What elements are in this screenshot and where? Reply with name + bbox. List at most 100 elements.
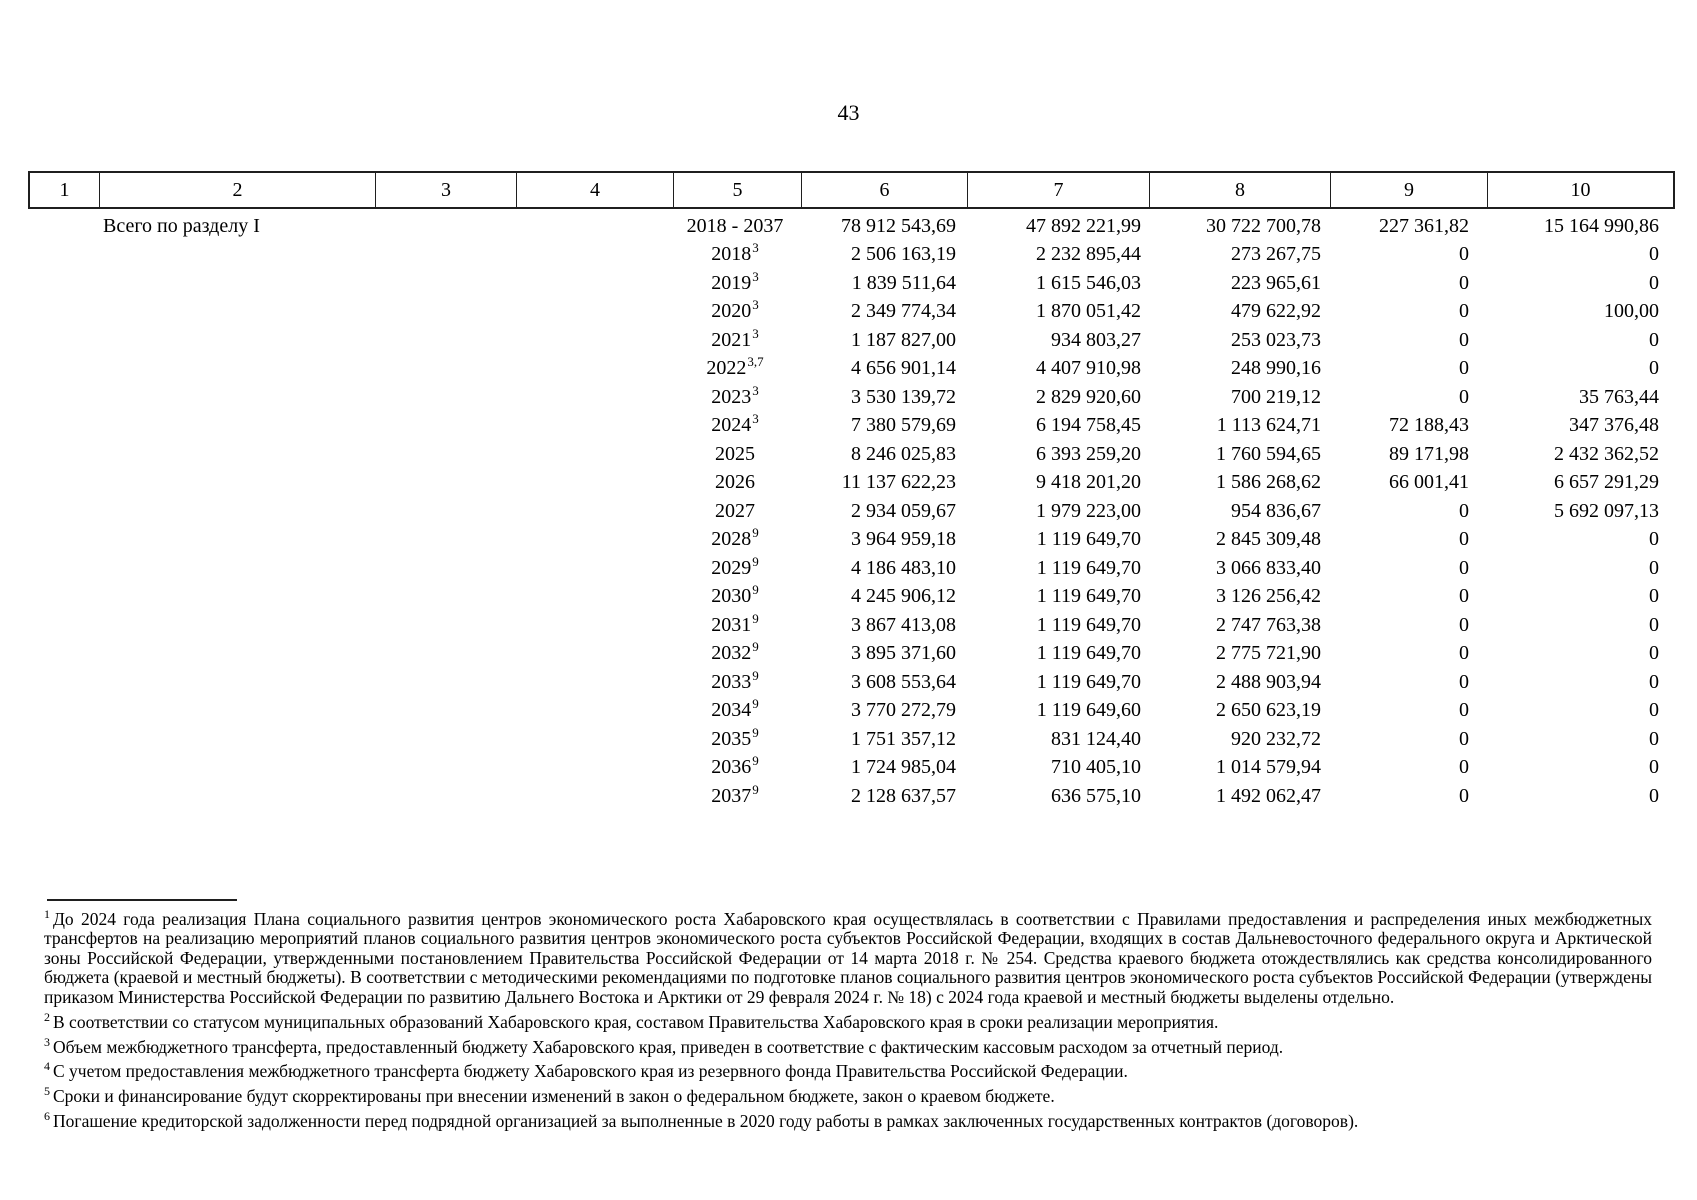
row-period-cell: 2029 9: [671, 554, 799, 583]
row-value-cell-c6: 2 128 637,57: [799, 782, 965, 811]
empty-cell: [28, 668, 97, 697]
footnote-ref: 9: [752, 724, 759, 740]
row-period-cell: 2026: [671, 469, 799, 498]
cell-text: 1 119 649,70: [1036, 585, 1141, 608]
cell-text: 1 615 546,03: [1036, 271, 1141, 294]
empty-cell: [373, 269, 514, 298]
cell-text: 1 724 985,04: [851, 756, 956, 779]
cell-text: 0: [1459, 528, 1469, 551]
footnote-text: Погашение кредиторской задолженности пер…: [53, 1110, 1359, 1131]
cell-text: 3 964 959,18: [851, 528, 956, 551]
row-value-cell-c9: 0: [1328, 298, 1485, 327]
table-row: 2021 3 1 187 827,00 934 803,27 253 023,73 0 0: [28, 326, 1675, 355]
cell-text: 100,00: [1604, 300, 1659, 323]
cell-text: 1 751 357,12: [851, 727, 956, 750]
empty-cell: [28, 383, 97, 412]
row-value-cell-c6: 1 751 357,12: [799, 725, 965, 754]
row-value-cell-c8: 3 066 833,40: [1147, 554, 1328, 583]
empty-cell: [28, 611, 97, 640]
column-header-1: 1: [59, 178, 70, 201]
row-label-cell: [97, 583, 373, 612]
cell-text: 2021: [711, 328, 752, 351]
cell-text: 4 656 901,14: [851, 357, 956, 380]
row-value-cell-c9: 0: [1328, 640, 1485, 669]
empty-cell: [373, 298, 514, 327]
row-value-cell-c10: 5 692 097,13: [1485, 497, 1671, 526]
empty-cell: [373, 355, 514, 384]
row-period-cell: 2037 9: [671, 782, 799, 811]
cell-text: 0: [1649, 756, 1659, 779]
table-row: 2035 9 1 751 357,12 831 124,40 920 232,72 0 0: [28, 725, 1675, 754]
cell-text: 0: [1649, 699, 1659, 722]
footnote-text: Объем межбюджетного трансферта, предоста…: [53, 1036, 1284, 1057]
row-value-cell-c8: 2 775 721,90: [1147, 640, 1328, 669]
footnote: 1 До 2024 года реализация Плана социально…: [44, 908, 1652, 1007]
cell-text: 8 246 025,83: [851, 442, 956, 465]
footnote-ref: 9: [752, 667, 759, 683]
row-value-cell-c9: 0: [1328, 326, 1485, 355]
row-value-cell-c9: 0: [1328, 526, 1485, 555]
empty-cell: [373, 668, 514, 697]
cell-text: 30 722 700,78: [1206, 214, 1321, 237]
cell-text: 710 405,10: [1051, 756, 1141, 779]
empty-cell: [373, 611, 514, 640]
empty-cell: [514, 212, 671, 241]
column-header-10: 10: [1487, 173, 1673, 207]
table-row: 2034 9 3 770 272,79 1 119 649,60 2 650 623,1…: [28, 697, 1675, 726]
table-row: 2024 3 7 380 579,69 6 194 758,45 1 113 624,7…: [28, 412, 1675, 441]
row-value-cell-c6: 4 656 901,14: [799, 355, 965, 384]
cell-text: 2023: [711, 385, 752, 408]
cell-text: 2 432 362,52: [1554, 442, 1659, 465]
cell-text: 6 657 291,29: [1554, 471, 1659, 494]
cell-text: 0: [1649, 585, 1659, 608]
row-label-cell: [97, 782, 373, 811]
cell-text: 7 380 579,69: [851, 414, 956, 437]
row-value-cell-c7: 831 124,40: [965, 725, 1147, 754]
row-value-cell-c6: 3 530 139,72: [799, 383, 965, 412]
row-value-cell-c6: 2 934 059,67: [799, 497, 965, 526]
row-value-cell-c6: 3 895 371,60: [799, 640, 965, 669]
row-value-cell-c8: 1 113 624,71: [1147, 412, 1328, 441]
empty-cell: [373, 412, 514, 441]
row-value-cell-c9: 0: [1328, 754, 1485, 783]
cell-text: 0: [1459, 784, 1469, 807]
cell-text: 0: [1459, 727, 1469, 750]
row-value-cell-c8: 273 267,75: [1147, 241, 1328, 270]
cell-text: 1 492 062,47: [1216, 784, 1321, 807]
row-period-cell: 2028 9: [671, 526, 799, 555]
row-value-cell-c8: 1 492 062,47: [1147, 782, 1328, 811]
column-header-4: 4: [516, 173, 673, 207]
footnote-ref: 9: [752, 525, 759, 541]
table-row: 2037 9 2 128 637,57 636 575,10 1 492 062,47 0…: [28, 782, 1675, 811]
cell-text: 2024: [711, 414, 752, 437]
footnote-ref: 9: [752, 553, 759, 569]
row-value-cell-c10: 35 763,44: [1485, 383, 1671, 412]
footnote-ref: 9: [752, 610, 759, 626]
row-value-cell-c10: 0: [1485, 697, 1671, 726]
row-period-cell: 2036 9: [671, 754, 799, 783]
table-row: 2028 9 3 964 959,18 1 119 649,70 2 845 309,4…: [28, 526, 1675, 555]
row-value-cell-c6: 1 187 827,00: [799, 326, 965, 355]
cell-text: 2029: [711, 556, 752, 579]
row-value-cell-c10: 0: [1485, 583, 1671, 612]
row-value-cell-c7: 9 418 201,20: [965, 469, 1147, 498]
table-row: 2027 2 934 059,67 1 979 223,00 954 836,67 0 5…: [28, 497, 1675, 526]
column-header-3: 3: [375, 173, 516, 207]
empty-cell: [28, 782, 97, 811]
row-value-cell-c10: 0: [1485, 526, 1671, 555]
table-row: 2023 3 3 530 139,72 2 829 920,60 700 219,12 0…: [28, 383, 1675, 412]
row-value-cell-c10: 0: [1485, 269, 1671, 298]
cell-text: 1 187 827,00: [851, 328, 956, 351]
footnote-ref: 9: [752, 753, 759, 769]
row-value-cell-c6: 8 246 025,83: [799, 440, 965, 469]
table-row: 2029 9 4 186 483,10 1 119 649,70 3 066 833,4…: [28, 554, 1675, 583]
row-period-cell: 2018 - 2037: [671, 212, 799, 241]
cell-text: 3 895 371,60: [851, 642, 956, 665]
cell-text: 0: [1649, 784, 1659, 807]
row-value-cell-c7: 1 979 223,00: [965, 497, 1147, 526]
footnote-ref: 3: [752, 268, 759, 284]
footnote-ref: 9: [752, 639, 759, 655]
cell-text: 0: [1459, 385, 1469, 408]
cell-text: 5 692 097,13: [1554, 499, 1659, 522]
